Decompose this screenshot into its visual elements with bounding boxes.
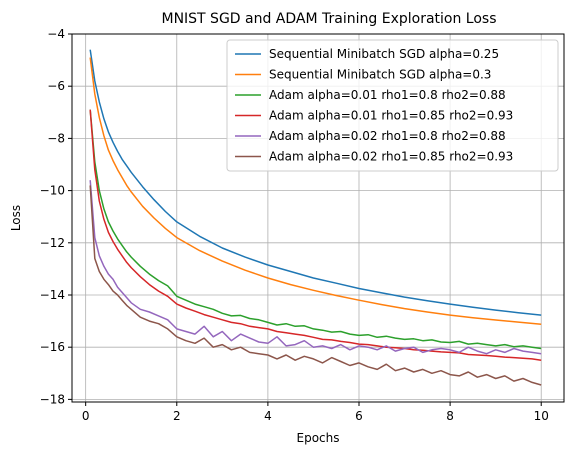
legend-label-2: Sequential Minibatch SGD alpha=0.3 [269,68,491,82]
y-tick-label: −16 [40,340,65,354]
y-tick-label: −6 [47,79,65,93]
legend-label-1: Sequential Minibatch SGD alpha=0.25 [269,47,499,61]
chart-title: MNIST SGD and ADAM Training Exploration … [161,11,496,27]
y-tick-label: −18 [40,392,65,406]
legend-label-6: Adam alpha=0.02 rho1=0.85 rho2=0.93 [269,150,513,164]
x-tick-label: 4 [264,409,272,423]
y-tick-label: −8 [47,131,65,145]
y-tick-label: −10 [40,184,65,198]
x-axis-label: Epochs [297,431,340,445]
y-tick-label: −4 [47,27,65,41]
x-tick-label: 8 [446,409,454,423]
legend-label-5: Adam alpha=0.02 rho1=0.8 rho2=0.88 [269,129,506,143]
x-tick-label: 6 [355,409,363,423]
y-tick-label: −14 [40,288,65,302]
x-tick-label: 10 [534,409,549,423]
legend: Sequential Minibatch SGD alpha=0.25 Seque… [227,40,558,171]
x-tick-label: 2 [173,409,181,423]
y-tick-label: −12 [40,236,65,250]
y-axis-label: Loss [9,205,23,231]
legend-label-4: Adam alpha=0.01 rho1=0.85 rho2=0.93 [269,109,513,123]
legend-label-3: Adam alpha=0.01 rho1=0.8 rho2=0.88 [269,88,506,102]
x-tick-label: 0 [82,409,90,423]
